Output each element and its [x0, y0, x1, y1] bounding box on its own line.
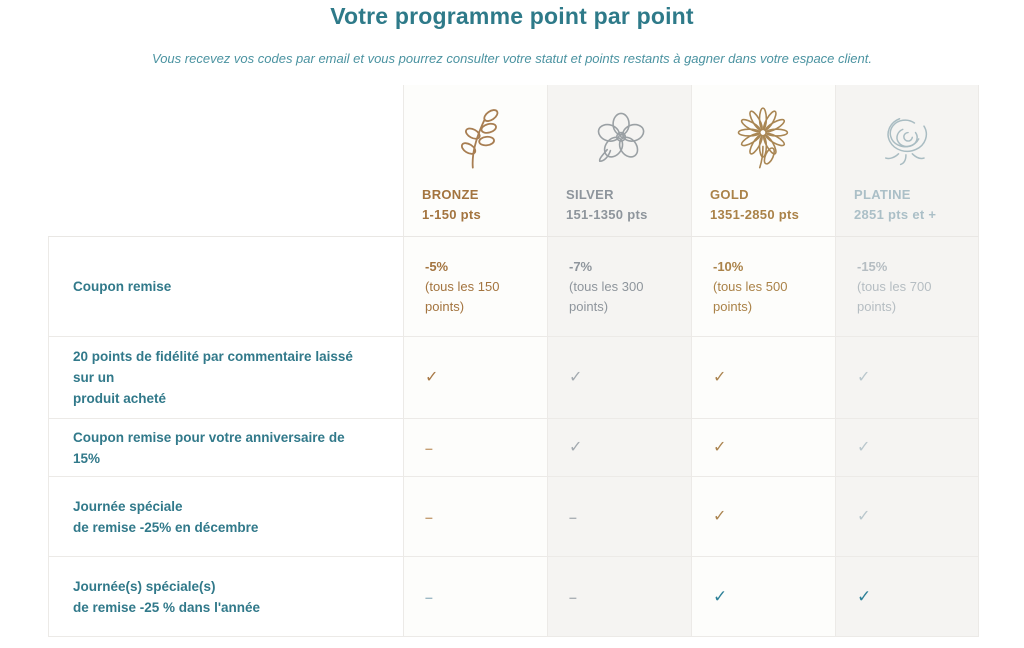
discount-value: -7%: [569, 258, 593, 274]
benefit-cell-silver: ✓: [548, 337, 692, 419]
benefit-row-label: 20 points de fidélité par commentaire la…: [48, 337, 404, 419]
dash-icon: –: [425, 508, 433, 525]
benefit-cell-gold: ✓: [692, 419, 836, 477]
benefit-row-label: Journée spéciale de remise -25% en décem…: [48, 477, 404, 557]
benefit-cell-bronze: –: [404, 557, 548, 637]
tier-points-range: 1351-2850 pts: [710, 207, 800, 222]
check-icon: ✓: [713, 507, 727, 525]
discount-value: -10%: [713, 258, 744, 274]
rose-icon: [836, 101, 978, 179]
check-icon: ✓: [713, 368, 727, 386]
discount-detail: (tous les 150 points): [425, 278, 500, 314]
tier-name: BRONZE: [422, 187, 479, 202]
benefit-cell-platine: ✓: [836, 337, 979, 419]
benefit-cell-platine: ✓: [836, 557, 979, 637]
benefit-cell-gold: -10% (tous les 500 points): [692, 237, 836, 337]
dash-icon: –: [569, 588, 577, 605]
page-title: Votre programme point par point: [330, 3, 694, 29]
tier-points-range: 151-1350 pts: [566, 207, 648, 222]
dash-icon: –: [425, 588, 433, 605]
discount-detail: (tous les 500 points): [713, 278, 788, 314]
benefit-cell-silver: –: [548, 557, 692, 637]
tier-header-silver: SILVER 151-1350 pts: [548, 85, 692, 237]
loyalty-tiers-table: BRONZE 1-150 pts SILVER 151-1350 pts GOLD 135…: [48, 85, 979, 637]
benefit-row-label: Journée(s) spéciale(s) de remise -25 % d…: [48, 557, 404, 637]
daisy-icon: [692, 101, 835, 179]
discount-value: -5%: [425, 258, 449, 274]
benefit-cell-platine: ✓: [836, 419, 979, 477]
benefit-cell-gold: ✓: [692, 337, 836, 419]
dash-icon: –: [425, 439, 433, 456]
discount-detail: (tous les 700 points): [857, 278, 932, 314]
benefit-cell-gold: ✓: [692, 477, 836, 557]
dash-icon: –: [569, 508, 577, 525]
sprig-icon: [404, 101, 547, 179]
discount-detail: (tous les 300 points): [569, 278, 644, 314]
benefit-cell-platine: ✓: [836, 477, 979, 557]
check-icon: ✓: [713, 586, 728, 606]
benefit-row-label: Coupon remise: [48, 237, 404, 337]
check-icon: ✓: [857, 368, 871, 386]
discount-value: -15%: [857, 258, 888, 274]
benefit-cell-gold: ✓: [692, 557, 836, 637]
check-icon: ✓: [713, 438, 727, 456]
tier-header-platine: PLATINE 2851 pts et +: [836, 85, 979, 237]
tier-name: PLATINE: [854, 187, 911, 202]
check-icon: ✓: [569, 368, 583, 386]
benefit-cell-silver: –: [548, 477, 692, 557]
flower-icon: [548, 101, 691, 179]
benefit-cell-bronze: –: [404, 419, 548, 477]
tier-points-range: 2851 pts et +: [854, 207, 937, 222]
benefit-cell-silver: ✓: [548, 419, 692, 477]
tier-header-bronze: BRONZE 1-150 pts: [404, 85, 548, 237]
benefit-cell-bronze: ✓: [404, 337, 548, 419]
check-icon: ✓: [857, 507, 871, 525]
page-subtitle: Vous recevez vos codes par email et vous…: [152, 51, 872, 66]
tier-points-range: 1-150 pts: [422, 207, 482, 222]
check-icon: ✓: [857, 586, 872, 606]
benefit-cell-silver: -7% (tous les 300 points): [548, 237, 692, 337]
benefit-cell-bronze: –: [404, 477, 548, 557]
tier-header-gold: GOLD 1351-2850 pts: [692, 85, 836, 237]
table-corner-spacer: [48, 85, 404, 237]
check-icon: ✓: [857, 438, 871, 456]
check-icon: ✓: [425, 368, 439, 386]
check-icon: ✓: [569, 438, 583, 456]
benefit-cell-bronze: -5% (tous les 150 points): [404, 237, 548, 337]
tier-name: GOLD: [710, 187, 749, 202]
tier-name: SILVER: [566, 187, 614, 202]
benefit-row-label: Coupon remise pour votre anniversaire de…: [48, 419, 404, 477]
benefit-cell-platine: -15% (tous les 700 points): [836, 237, 979, 337]
